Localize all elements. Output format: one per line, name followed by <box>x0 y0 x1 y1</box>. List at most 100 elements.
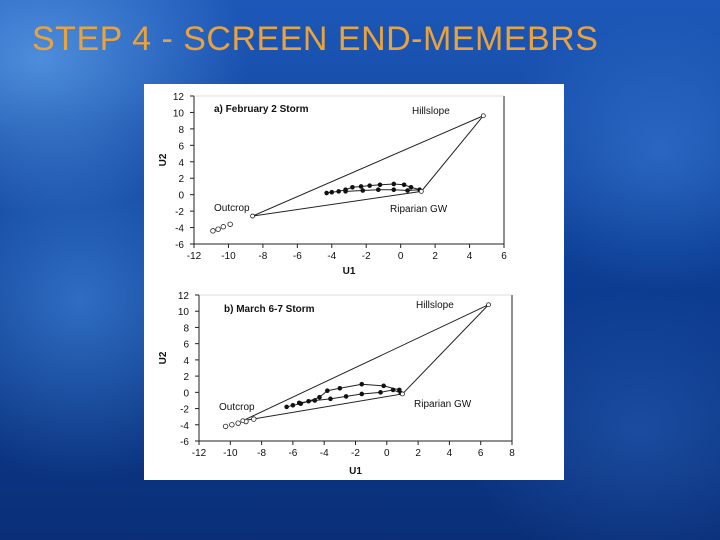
x-tick-label: 2 <box>432 251 438 262</box>
hillslope-label: Hillslope <box>416 300 454 311</box>
storm-sample-point <box>405 188 410 193</box>
y-axis-label: U2 <box>158 351 169 364</box>
outcrop-label: Outcrop <box>214 203 250 214</box>
storm-sample-point <box>375 187 381 193</box>
storm-sample-point <box>328 396 333 402</box>
end-member-mixing-figure: -6 -4 -2 0 2 4 6 8 10 12 -12 -10 -8 -6 -4 -2 0 2 4 6 U1 U2 a) … <box>158 92 515 477</box>
y-tick-label: 4 <box>178 158 184 169</box>
outcrop-sample-point <box>227 221 233 227</box>
figure-panel: -6 -4 -2 0 2 4 6 8 10 12 -12 -10 -8 -6 -4 -2 0 2 4 6 U1 U2 a) … <box>144 84 564 480</box>
x-tick-label: 4 <box>467 251 473 262</box>
y-tick-label: 0 <box>183 388 189 399</box>
outcrop-sample-point <box>251 416 257 422</box>
outcrop-sample-point <box>220 224 226 230</box>
storm-sample-point <box>325 388 330 394</box>
y-tick-label: -6 <box>175 240 184 251</box>
storm-sample-point <box>306 398 311 404</box>
x-tick-label: 8 <box>509 448 515 459</box>
storm-sample-point <box>343 394 349 399</box>
x-tick-label: 6 <box>501 251 507 262</box>
y-tick-label: -2 <box>180 405 189 416</box>
x-axis-label: U1 <box>343 266 356 277</box>
storm-sample-point <box>290 403 296 408</box>
x-tick-label: -4 <box>327 251 336 262</box>
x-tick-label: -2 <box>362 251 371 262</box>
y-tick-label: -4 <box>180 421 189 432</box>
storm-sample-point <box>391 181 397 187</box>
chart-panel-2: -6 -4 -2 0 2 4 6 8 10 12 -12 -10 -8 -6 -4 -2 0 2 4 6 8 U1 U2 b)… <box>158 291 515 477</box>
y-tick-label: 6 <box>178 141 184 152</box>
storm-sample-point <box>367 183 372 188</box>
chart-panel-1: -6 -4 -2 0 2 4 6 8 10 12 -12 -10 -8 -6 -4 -2 0 2 4 6 U1 U2 a) … <box>158 92 507 277</box>
y-tick-label: 10 <box>173 108 185 119</box>
storm-sample-point <box>350 184 355 190</box>
storm-sample-point <box>317 394 322 400</box>
y-tick-label: 12 <box>178 291 190 302</box>
storm-sample-point <box>329 189 335 195</box>
x-tick-label: 0 <box>398 251 404 262</box>
outcrop-end-member-point <box>240 418 246 424</box>
y-tick-label: 8 <box>178 125 184 136</box>
mixing-triangle <box>242 304 489 422</box>
storm-sample-point <box>390 387 396 393</box>
y-tick-label: 12 <box>173 92 185 103</box>
x-tick-label: -6 <box>288 448 297 459</box>
storm-sample-point <box>381 383 386 389</box>
panel-title: b) March 6-7 Storm <box>224 304 315 315</box>
x-axis-label: U1 <box>349 466 362 477</box>
y-axis-label: U2 <box>158 153 169 166</box>
outcrop-sample-point <box>235 420 241 426</box>
storm-sample-point <box>337 385 343 391</box>
hillslope-end-member-point <box>480 113 486 119</box>
riparian-gw-end-member-point <box>418 188 424 194</box>
x-tick-label: 2 <box>415 448 421 459</box>
x-tick-label: -4 <box>320 448 329 459</box>
y-tick-label: -6 <box>180 437 189 448</box>
x-tick-label: 0 <box>384 448 390 459</box>
y-tick-label: 8 <box>183 323 189 334</box>
storm-sample-point <box>377 182 383 188</box>
outcrop-label: Outcrop <box>219 402 255 413</box>
x-tick-label: 6 <box>478 448 484 459</box>
x-tick-label: -10 <box>221 251 236 262</box>
storm-sample-point <box>358 184 364 189</box>
riparian-gw-label: Riparian GW <box>414 399 472 410</box>
storm-sample-point <box>312 398 318 403</box>
y-tick-label: 6 <box>183 340 189 351</box>
x-tick-label: -12 <box>187 251 202 262</box>
x-tick-label: -6 <box>293 251 302 262</box>
y-tick-label: 4 <box>183 356 189 367</box>
storm-sample-point <box>296 400 302 406</box>
x-tick-label: -10 <box>223 448 238 459</box>
storm-sample-point <box>343 189 348 194</box>
outcrop-end-member-point <box>250 213 255 219</box>
outcrop-sample-point <box>210 228 216 234</box>
riparian-gw-end-member-point <box>400 391 405 397</box>
mixing-triangle <box>252 115 484 217</box>
storm-sample-point <box>360 188 366 193</box>
storm-sample-point <box>359 391 365 397</box>
panel-title: a) February 2 Storm <box>214 104 309 115</box>
y-tick-label: -2 <box>175 207 184 218</box>
hillslope-end-member-point <box>486 302 491 308</box>
storm-sample-point <box>324 190 329 196</box>
riparian-gw-label: Riparian GW <box>390 204 448 215</box>
x-tick-label: -12 <box>192 448 207 459</box>
x-tick-label: -2 <box>351 448 360 459</box>
storm-sample-point <box>284 404 289 410</box>
y-tick-label: 2 <box>183 372 189 383</box>
y-tick-label: -4 <box>175 224 184 235</box>
y-tick-label: 2 <box>178 174 184 185</box>
outcrop-sample-point <box>215 226 221 232</box>
storm-sample-point <box>378 390 383 395</box>
storm-sample-point <box>408 184 414 190</box>
outcrop-sample-point <box>229 422 235 428</box>
hillslope-label: Hillslope <box>412 106 450 117</box>
outcrop-sample-point <box>222 423 229 430</box>
slide-title: STEP 4 - SCREEN END-MEMEBRS <box>32 20 599 58</box>
storm-sample-point <box>359 381 365 387</box>
storm-sample-point <box>401 182 407 188</box>
storm-sample-point <box>391 187 397 193</box>
x-tick-label: -8 <box>257 448 266 459</box>
y-tick-label: 10 <box>178 307 190 318</box>
